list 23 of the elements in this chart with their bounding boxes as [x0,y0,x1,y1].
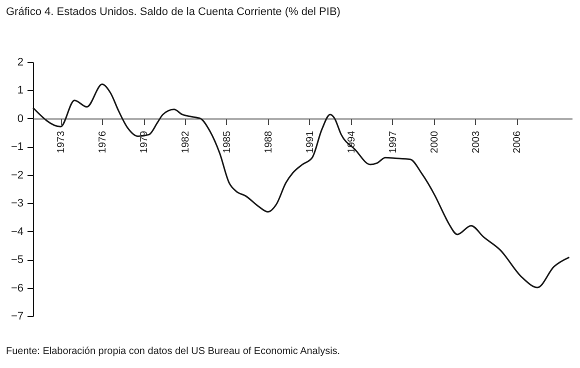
y-tick-label: −4 [10,226,24,238]
y-tick-label: −3 [10,198,24,210]
y-tick-label: −6 [10,282,24,294]
y-tick-label: −7 [10,310,24,322]
x-tick-label: 2003 [470,130,482,154]
y-tick-label: −2 [10,169,24,182]
x-tick-label: 1988 [263,130,274,154]
x-tick-label: 2006 [512,130,524,154]
x-tick-label: 1982 [180,130,192,154]
y-tick-label: 2 [17,56,24,68]
y-tick-label: −1 [10,141,24,154]
chart-title: Gráfico 4. Estados Unidos. Saldo de la Cuenta Corriente (% del PIB) [6,6,340,18]
y-tick-label: 1 [17,84,24,97]
x-tick-label: 1997 [388,130,399,154]
x-tick-label: 1973 [56,130,68,154]
y-tick-label: 0 [17,112,24,125]
x-tick-label: 1979 [139,130,150,154]
x-tick-label: 1985 [222,130,233,154]
x-tick-label: 1991 [304,130,316,154]
x-tick-label: 1976 [98,130,109,154]
y-tick-label: −5 [10,254,24,266]
source-note: Fuente: Elaboración propia con datos del US Bureau of Economic Analysis. [6,346,340,357]
x-tick-label: 2000 [429,130,440,154]
